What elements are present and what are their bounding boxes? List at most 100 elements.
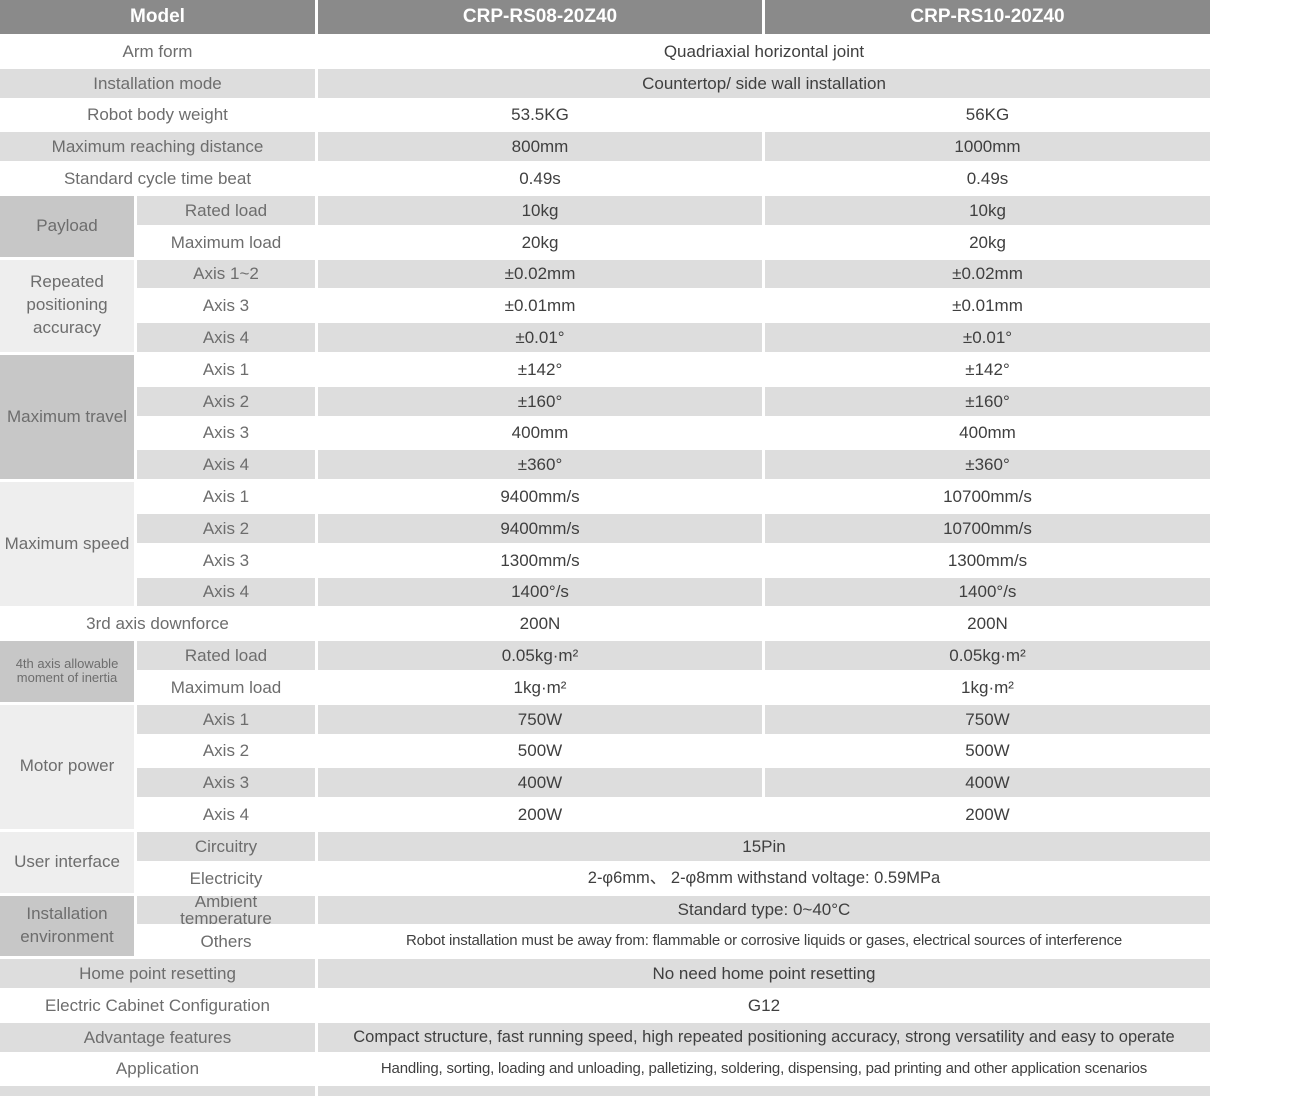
sub-label: Axis 3 [137, 768, 318, 801]
sub-label: Axis 3 [137, 545, 318, 578]
sub-label: Circuitry [137, 831, 318, 864]
value-cell-model-2: 400W [765, 768, 1213, 801]
table-row: Advantage features Compact structure, fas… [0, 1022, 1213, 1055]
value-cell-model-2: 1300mm/s [765, 545, 1213, 578]
table-row: Axis 2 ±160° ±160° [137, 386, 1213, 419]
value-cell-model-1: 9400mm/s [318, 482, 765, 514]
table-group-repeated-positioning-accuracy: Repeated positioning accuracy Axis 1~2 ±0.… [0, 259, 1213, 355]
sub-label: Axis 1 [137, 354, 318, 387]
value-cell-shared: Compact structure, fast running speed, h… [318, 1022, 1213, 1055]
group-rows: Rated load 10kg 10kg Maximum load 20kg 20kg [137, 195, 1213, 260]
table-group-installation-environment: Installation environment Ambient temperat… [0, 895, 1213, 960]
value-cell-model-2: ±0.02mm [765, 259, 1213, 292]
value-cell-model-1: 800mm [318, 132, 765, 165]
value-cell-model-1: 0.49s [318, 164, 765, 196]
table-row: Electric Cabinet Configuration G12 [0, 990, 1213, 1023]
table-row: Maximum load 1kg·m² 1kg·m² [137, 672, 1213, 705]
row-label: Application [0, 1054, 318, 1087]
sub-label: Ambient temperature [137, 895, 318, 928]
sub-label: Axis 1 [137, 482, 318, 514]
row-label: Arm form [0, 37, 318, 69]
row-label: Electric Cabinet Configuration [0, 990, 318, 1023]
table-body: Arm form Quadriaxial horizontal joint Inst… [0, 37, 1213, 1087]
value-cell-model-1: 1400°/s [318, 577, 765, 610]
group-label: Payload [0, 195, 137, 260]
value-cell-model-1: 400W [318, 768, 765, 801]
value-cell-shared: G12 [318, 990, 1213, 1023]
header-model-2: CRP-RS10-20Z40 [765, 0, 1213, 37]
group-rows: Axis 1 ±142° ±142° Axis 2 ±160° ±160° Axis 3 40… [137, 354, 1213, 483]
value-cell-shared: 2-φ6mm、 2-φ8mm withstand voltage: 0.59MP… [318, 863, 1213, 896]
value-cell-model-1: 1kg·m² [318, 672, 765, 705]
value-cell-model-2: 56KG [765, 100, 1213, 133]
row-label: Standard cycle time beat [0, 164, 318, 196]
table-row: Maximum load 20kg 20kg [137, 227, 1213, 260]
value-cell-shared: Countertop/ side wall installation [318, 68, 1213, 101]
header-model-1: CRP-RS08-20Z40 [318, 0, 765, 37]
row-label: Installation mode [0, 68, 318, 101]
table-row: Axis 1~2 ±0.02mm ±0.02mm [137, 259, 1213, 292]
table-row: Axis 1 ±142° ±142° [137, 354, 1213, 387]
sub-label: Rated load [137, 195, 318, 228]
table-row: Robot body weight 53.5KG 56KG [0, 100, 1213, 133]
group-rows: Axis 1~2 ±0.02mm ±0.02mm Axis 3 ±0.01mm ±0.01… [137, 259, 1213, 355]
value-cell-shared: Quadriaxial horizontal joint [318, 37, 1213, 69]
partial-row-cutoff [0, 1086, 1213, 1096]
table-row: Home point resetting No need home point r… [0, 959, 1213, 991]
table-row: Application Handling, sorting, loading an… [0, 1054, 1213, 1087]
table-row: Axis 3 400W 400W [137, 768, 1213, 801]
group-rows: Axis 1 9400mm/s 10700mm/s Axis 2 9400mm/s 107… [137, 482, 1213, 610]
value-cell-model-2: 750W [765, 704, 1213, 737]
value-cell-model-1: 20kg [318, 227, 765, 260]
table-header-row: Model CRP-RS08-20Z40 CRP-RS10-20Z40 [0, 0, 1213, 37]
table-group-maximum-speed: Maximum speed Axis 1 9400mm/s 10700mm/s Axis… [0, 482, 1213, 610]
value-cell-shared: Robot installation must be away from: fl… [318, 927, 1213, 960]
sub-label: Maximum load [137, 672, 318, 705]
row-label: Advantage features [0, 1022, 318, 1055]
value-cell-model-2: 400mm [765, 418, 1213, 451]
table-row: Axis 1 9400mm/s 10700mm/s [137, 482, 1213, 514]
table-row: Axis 3 ±0.01mm ±0.01mm [137, 291, 1213, 324]
sub-label: Axis 1 [137, 704, 318, 737]
value-cell-shared: Handling, sorting, loading and unloading… [318, 1054, 1213, 1087]
value-cell-model-1: 750W [318, 704, 765, 737]
value-cell-model-2: 500W [765, 736, 1213, 769]
value-cell-shared: 15Pin [318, 831, 1213, 864]
row-label: Robot body weight [0, 100, 318, 133]
value-cell-model-2: ±160° [765, 386, 1213, 419]
value-cell-model-2: 10700mm/s [765, 482, 1213, 514]
table-group-payload: Payload Rated load 10kg 10kg Maximum load 20k… [0, 195, 1213, 260]
group-label: 4th axis allowable moment of inertia [0, 641, 137, 705]
value-cell-model-2: 0.05kg·m² [765, 641, 1213, 673]
table-group-maximum-travel: Maximum travel Axis 1 ±142° ±142° Axis 2 ±160… [0, 354, 1213, 483]
table-group-motor-power: Motor power Axis 1 750W 750W Axis 2 500W 500W A… [0, 704, 1213, 832]
group-rows: Ambient temperature Standard type: 0~40°C… [137, 895, 1213, 960]
table-row: Rated load 0.05kg·m² 0.05kg·m² [137, 641, 1213, 673]
sub-label: Others [137, 927, 318, 960]
sub-label: Axis 3 [137, 291, 318, 324]
row-label: Maximum reaching distance [0, 132, 318, 165]
sub-label: Axis 2 [137, 736, 318, 769]
value-cell-model-1: 200N [318, 609, 765, 642]
group-rows: Rated load 0.05kg·m² 0.05kg·m² Maximum load… [137, 641, 1213, 705]
value-cell-model-2: ±360° [765, 450, 1213, 483]
table-group-user-interface: User interface Circuitry 15Pin Electricity 2… [0, 831, 1213, 896]
value-cell-model-1: ±360° [318, 450, 765, 483]
value-cell-model-1: 53.5KG [318, 100, 765, 133]
table-row: Axis 4 ±360° ±360° [137, 450, 1213, 483]
value-cell-model-1: ±0.01mm [318, 291, 765, 324]
table-row: Ambient temperature Standard type: 0~40°C [137, 895, 1213, 928]
sub-label: Axis 4 [137, 800, 318, 832]
table-row: Circuitry 15Pin [137, 831, 1213, 864]
group-rows: Circuitry 15Pin Electricity 2-φ6mm、 2-φ8mm … [137, 831, 1213, 896]
row-label: Home point resetting [0, 959, 318, 991]
table-row: Axis 2 9400mm/s 10700mm/s [137, 513, 1213, 546]
value-cell-model-2: 200N [765, 609, 1213, 642]
group-label: Repeated positioning accuracy [0, 259, 137, 355]
value-cell-model-2: 20kg [765, 227, 1213, 260]
value-cell-model-2: 1kg·m² [765, 672, 1213, 705]
value-cell-model-2: ±142° [765, 354, 1213, 387]
value-cell-model-2: 200W [765, 800, 1213, 832]
partial-row-value-cell [318, 1086, 1213, 1096]
value-cell-model-1: 1300mm/s [318, 545, 765, 578]
